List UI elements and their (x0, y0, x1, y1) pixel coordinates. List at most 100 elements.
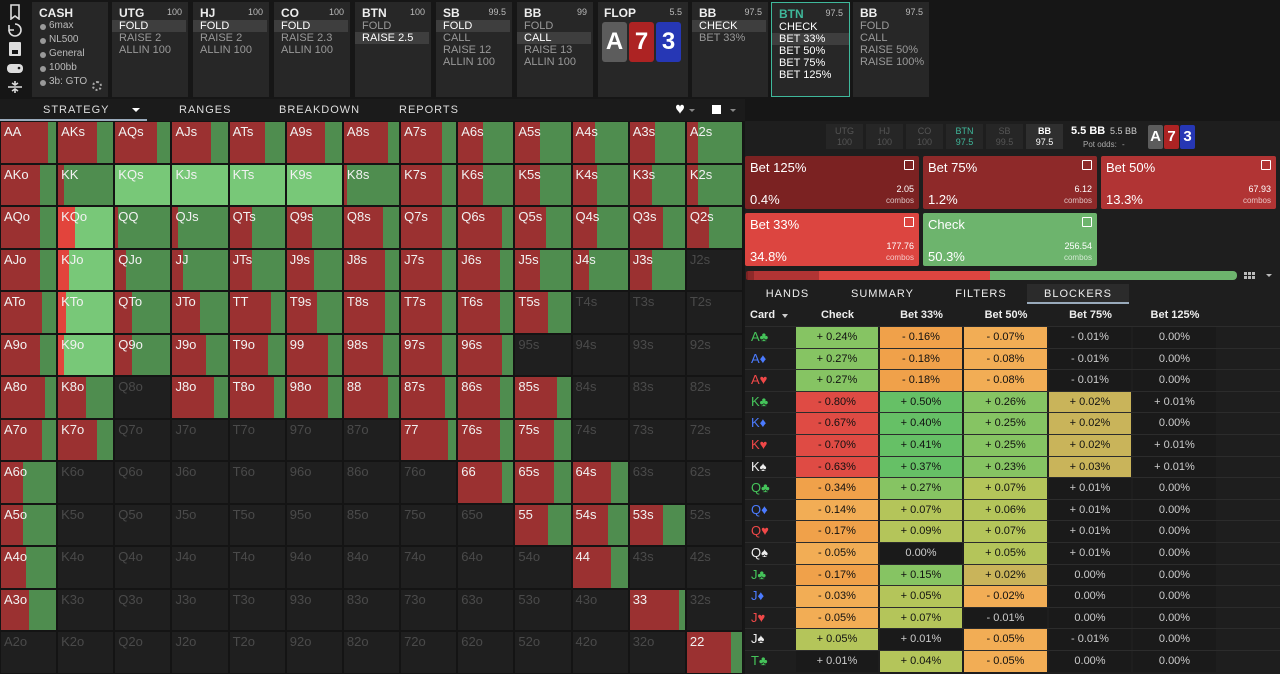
action-option[interactable]: ALLIN 100 (517, 56, 591, 68)
hand-cell[interactable]: KQo (57, 206, 115, 249)
hand-cell[interactable]: 98s (342, 333, 401, 377)
sub-tab[interactable]: FILTERS (935, 284, 1027, 304)
hand-cell[interactable]: 75s (514, 418, 572, 462)
hand-cell[interactable]: T2s (685, 291, 743, 334)
hand-cell[interactable]: KJo (57, 248, 115, 292)
hand-cell[interactable]: K2o (57, 631, 115, 674)
hand-cell[interactable]: 92s (685, 333, 743, 377)
hand-cell[interactable]: A6o (0, 461, 58, 504)
hand-cell[interactable]: J6o (171, 461, 229, 504)
hand-cell[interactable]: 84s (571, 376, 629, 419)
hand-cell[interactable]: Q4o (114, 546, 172, 589)
sub-tab[interactable]: SUMMARY (830, 284, 935, 304)
hand-cell[interactable]: KTs (228, 163, 286, 207)
hand-cell[interactable]: J8s (342, 248, 401, 292)
action-option[interactable]: FOLD (355, 20, 429, 32)
action-option[interactable]: CALL (436, 32, 510, 44)
hand-cell[interactable]: 83s (628, 376, 686, 419)
hand-cell[interactable]: 86s (457, 376, 515, 419)
hand-cell[interactable]: 96s (457, 333, 515, 377)
hand-cell[interactable]: 53o (514, 588, 572, 632)
hand-cell[interactable]: K6o (57, 461, 115, 504)
hand-cell[interactable]: T3o (228, 588, 286, 632)
hand-cell[interactable]: ATs (228, 121, 286, 164)
hand-cell[interactable]: A3s (628, 121, 686, 164)
hand-cell[interactable]: Q7s (400, 206, 458, 249)
hand-cell[interactable]: Q5s (514, 206, 572, 249)
bookmark-icon[interactable] (6, 4, 24, 20)
hand-cell[interactable]: A7o (0, 418, 58, 462)
hand-cell[interactable]: 65s (514, 461, 572, 504)
hand-cell[interactable]: Q9o (114, 333, 172, 377)
strategy-box[interactable]: Bet 75% 1.2% 6.12 combos (923, 156, 1097, 209)
hand-cell[interactable]: 87o (342, 418, 401, 462)
hand-cell[interactable]: K8s (342, 163, 401, 207)
hand-cell[interactable]: QTs (228, 206, 286, 249)
reset-icon[interactable] (6, 22, 24, 38)
action-option[interactable]: BET 75% (772, 57, 849, 69)
hand-cell[interactable]: J2o (171, 631, 229, 674)
tab[interactable]: BREAKDOWN (279, 104, 361, 116)
hand-cell[interactable]: K8o (57, 376, 115, 419)
hand-cell[interactable]: 96o (285, 461, 343, 504)
hand-cell[interactable]: A5s (514, 121, 572, 164)
hand-cell[interactable]: T6o (228, 461, 286, 504)
hand-cell[interactable]: T9s (285, 291, 343, 334)
hand-cell[interactable]: 74o (400, 546, 458, 589)
action-option[interactable]: BET 125% (772, 69, 849, 81)
hand-cell[interactable]: 74s (571, 418, 629, 462)
hand-cell[interactable]: JJ (171, 248, 229, 292)
hand-cell[interactable]: 55 (514, 503, 572, 547)
hand-cell[interactable]: Q8s (342, 206, 401, 249)
action-option[interactable]: CALL (517, 32, 591, 44)
hand-cell[interactable]: K4s (571, 163, 629, 207)
action-option[interactable]: RAISE 50% (853, 44, 927, 56)
hand-cell[interactable]: A5o (0, 503, 58, 547)
hand-cell[interactable]: 22 (685, 631, 743, 674)
hand-cell[interactable]: 88 (342, 376, 401, 419)
hand-cell[interactable]: 76o (400, 461, 458, 504)
hand-cell[interactable]: 64o (457, 546, 515, 589)
action-option[interactable]: FOLD (436, 20, 510, 32)
hand-cell[interactable]: 43s (628, 546, 686, 589)
action-option[interactable]: ALLIN 100 (436, 56, 510, 68)
hand-cell[interactable]: 54s (571, 503, 629, 547)
hand-cell[interactable]: 86o (342, 461, 401, 504)
action-option[interactable]: RAISE 2 (193, 32, 267, 44)
hand-cell[interactable]: Q2o (114, 631, 172, 674)
hand-cell[interactable]: T4s (571, 291, 629, 334)
gamepad-icon[interactable] (6, 60, 24, 76)
hand-cell[interactable]: AJs (171, 121, 229, 164)
hand-cell[interactable]: 52o (514, 631, 572, 674)
split-icon[interactable] (6, 79, 24, 95)
filter-icons[interactable] (672, 103, 742, 117)
hand-cell[interactable]: J9o (171, 333, 229, 377)
hand-cell[interactable]: 92o (285, 631, 343, 674)
hand-cell[interactable]: J2s (685, 248, 743, 292)
hand-cell[interactable]: J3s (628, 248, 686, 292)
hand-cell[interactable]: 83o (342, 588, 401, 632)
hand-cell[interactable]: 85s (514, 376, 572, 419)
hand-cell[interactable]: AA (0, 121, 58, 164)
hand-cell[interactable]: J5o (171, 503, 229, 547)
hand-cell[interactable]: 52s (685, 503, 743, 547)
hand-cell[interactable]: K9s (285, 163, 343, 207)
hand-cell[interactable]: JTs (228, 248, 286, 292)
hand-cell[interactable]: 33 (628, 588, 686, 632)
hand-cell[interactable]: 66 (457, 461, 515, 504)
hand-cell[interactable]: ATo (0, 291, 58, 334)
hand-cell[interactable]: TT (228, 291, 286, 334)
hand-cell[interactable]: Q8o (114, 376, 172, 419)
hand-cell[interactable]: 73o (400, 588, 458, 632)
action-option[interactable]: CHECK (692, 20, 766, 32)
hand-cell[interactable]: KK (57, 163, 115, 207)
hand-cell[interactable]: Q2s (685, 206, 743, 249)
hand-cell[interactable]: T7o (228, 418, 286, 462)
tab[interactable]: REPORTS (399, 104, 459, 116)
tab[interactable]: STRATEGY (43, 104, 110, 116)
hand-cell[interactable]: 97o (285, 418, 343, 462)
hand-cell[interactable]: J4s (571, 248, 629, 292)
action-option[interactable]: RAISE 2 (112, 32, 186, 44)
hand-cell[interactable]: 53s (628, 503, 686, 547)
hand-cell[interactable]: T2o (228, 631, 286, 674)
